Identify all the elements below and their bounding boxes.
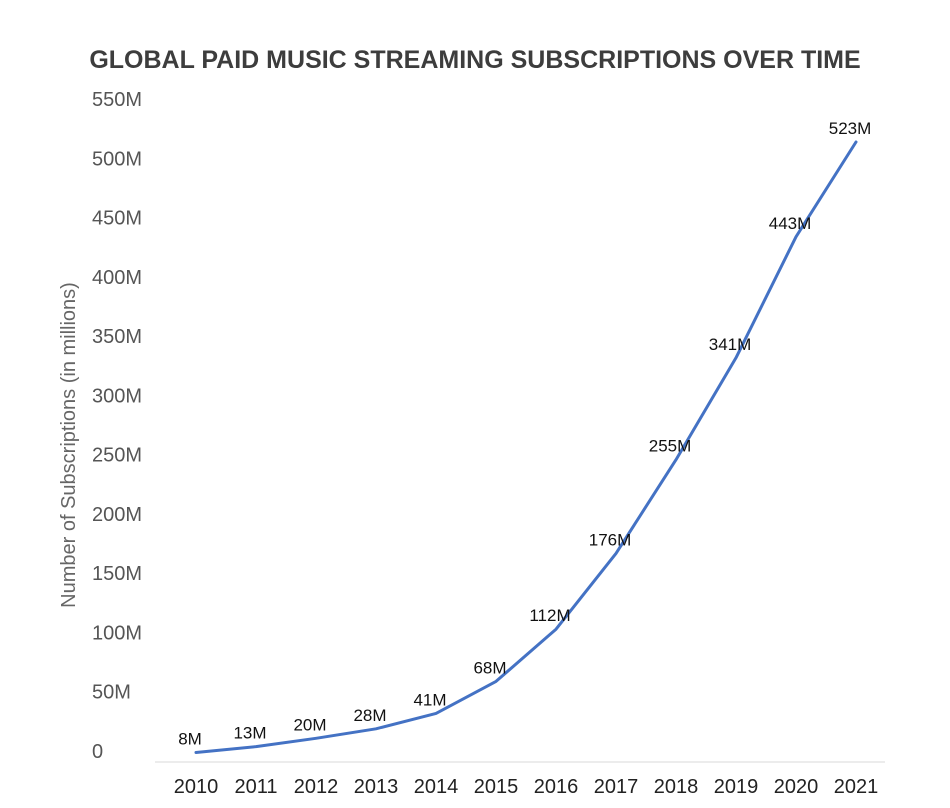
y-tick-label: 300M: [92, 385, 142, 407]
y-axis-ticks: 0 50M 100M 150M 200M 250M 300M 350M 400M 450M 500M…: [92, 89, 142, 763]
data-label: 41M: [413, 690, 446, 709]
x-axis-ticks: 2010 2011 2012 2013 2014 2015 2016 2017 2018 2019…: [174, 776, 879, 798]
series-line-subscriptions: [194, 140, 858, 754]
x-tick-label: 2012: [294, 776, 339, 798]
y-tick-label: 350M: [92, 326, 142, 348]
y-tick-label: 400M: [92, 267, 142, 289]
x-tick-label: 2020: [774, 776, 819, 798]
data-label: 28M: [353, 706, 386, 725]
y-tick-label: 250M: [92, 445, 142, 467]
chart-title: GLOBAL PAID MUSIC STREAMING SUBSCRIPTION…: [89, 46, 860, 74]
y-tick-label: 550M: [92, 89, 142, 111]
y-tick-label: 100M: [92, 622, 142, 644]
data-label: 13M: [233, 724, 266, 743]
data-label: 20M: [293, 715, 326, 734]
x-tick-label: 2021: [834, 776, 879, 798]
x-tick-label: 2019: [714, 776, 759, 798]
data-label: 523M: [829, 119, 872, 138]
data-label: 255M: [649, 437, 692, 456]
x-tick-label: 2017: [594, 776, 639, 798]
data-label: 68M: [473, 658, 506, 677]
y-tick-label: 500M: [92, 148, 142, 170]
y-tick-label: 450M: [92, 208, 142, 230]
x-tick-label: 2010: [174, 776, 219, 798]
y-tick-label: 50M: [92, 682, 131, 704]
x-tick-label: 2011: [234, 776, 277, 798]
y-tick-label: 200M: [92, 504, 142, 526]
x-tick-label: 2016: [534, 776, 579, 798]
x-tick-label: 2013: [354, 776, 399, 798]
data-label: 112M: [529, 606, 570, 625]
x-tick-label: 2018: [654, 776, 699, 798]
data-label: 443M: [769, 214, 812, 233]
y-tick-label: 150M: [92, 563, 142, 585]
data-label: 176M: [589, 530, 632, 549]
data-labels: 8M 13M 20M 28M 41M 68M 112M 176M 255M 341M 443M 523…: [178, 119, 871, 749]
data-label: 341M: [709, 335, 752, 354]
data-label: 8M: [178, 730, 202, 749]
y-axis-label: Number of Subscriptions (in millions): [58, 282, 80, 608]
y-tick-label: 0: [92, 741, 103, 763]
x-tick-label: 2014: [414, 776, 459, 798]
x-tick-label: 2015: [474, 776, 519, 798]
